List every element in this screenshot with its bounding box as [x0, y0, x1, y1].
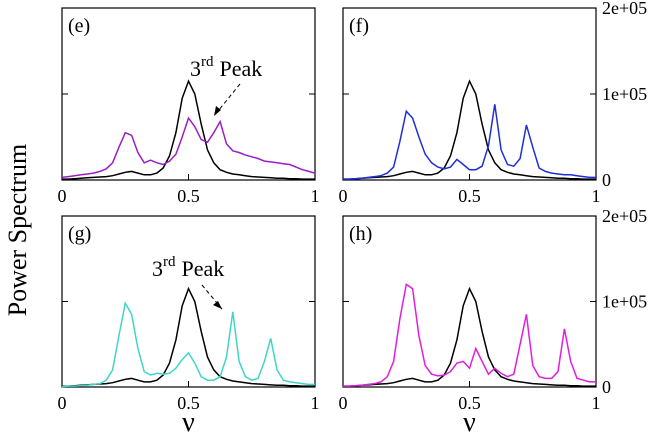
panel-title: (h) [349, 223, 372, 245]
x-tick-label: 1 [311, 186, 320, 206]
y-axis-label: Power Spectrum [3, 144, 32, 317]
panel-title: (e) [68, 15, 90, 37]
y-tick-label: 0 [602, 170, 611, 190]
x-tick-label: 0.5 [458, 393, 481, 413]
y-tick-label: 1e+05 [602, 84, 647, 104]
y-tick-label: 2e+05 [602, 0, 647, 18]
x-tick-label: 0.5 [177, 186, 200, 206]
x-tick-label: 0 [339, 186, 348, 206]
series-line [343, 79, 596, 180]
series-line [343, 283, 596, 387]
series-line [62, 286, 315, 387]
annotation: 3rd Peak [190, 54, 262, 81]
x-tick-label: 0.5 [458, 186, 481, 206]
x-axis-label: ν [182, 407, 195, 432]
plot-frame [61, 7, 316, 181]
x-tick-label: 0 [58, 186, 67, 206]
x-axis-label: ν [463, 407, 476, 432]
panel-title: (g) [68, 223, 91, 245]
plot-frame [342, 7, 597, 181]
series-line [61, 116, 316, 179]
panel: 0 0.5 1 (g) ν [58, 215, 320, 437]
plot-frame [61, 215, 316, 388]
annotation-sup: rd [201, 54, 214, 70]
x-tick-label: 0 [339, 393, 348, 413]
x-tick-label: 0.5 [177, 393, 200, 413]
annotation-arrow [201, 284, 223, 310]
annotation-text: Peak [220, 56, 263, 81]
y-tick-label: 2e+05 [602, 206, 647, 226]
panel: 0 0.5 1 (e) [58, 7, 320, 206]
plot-frame [342, 215, 597, 388]
series-line [343, 286, 596, 387]
series-line [62, 79, 315, 180]
annotation: 3rd Peak [152, 254, 224, 281]
annotation-base: 3 [190, 56, 201, 81]
y-tick-label: 1e+05 [602, 292, 647, 312]
annotation-base: 3 [152, 256, 163, 281]
arrow-head [213, 301, 222, 309]
annotation-text: Peak [182, 256, 225, 281]
y-tick-label: 0 [602, 377, 611, 397]
x-tick-label: 1 [592, 186, 601, 206]
panel-title: (f) [349, 15, 369, 37]
x-tick-label: 0 [58, 393, 67, 413]
series-line [343, 104, 596, 180]
annotation-sup: rd [163, 254, 176, 270]
arrow-head [214, 106, 221, 116]
x-tick-label: 1 [592, 393, 601, 413]
x-tick-label: 1 [311, 393, 320, 413]
series-line [61, 301, 315, 388]
